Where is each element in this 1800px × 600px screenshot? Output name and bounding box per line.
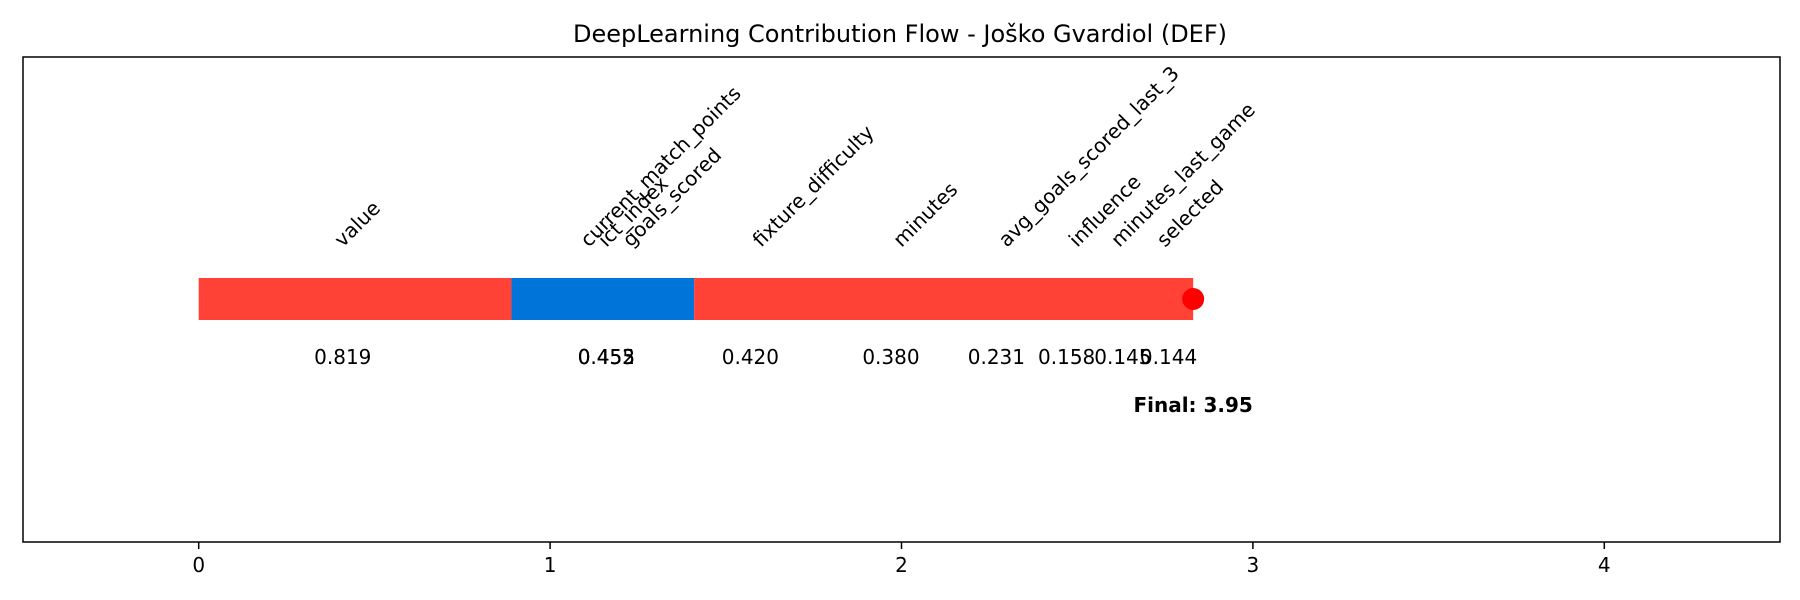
feature-label: value bbox=[329, 196, 385, 252]
x-tick-label: 3 bbox=[1247, 553, 1260, 577]
x-tick-label: 4 bbox=[1598, 553, 1611, 577]
value-label: 0.420 bbox=[722, 345, 779, 369]
value-label: 0.144 bbox=[1140, 345, 1197, 369]
x-tick-label: 2 bbox=[895, 553, 908, 577]
bar-segment-1 bbox=[511, 278, 695, 320]
final-value-label: Final: 3.95 bbox=[1133, 393, 1252, 417]
bar-segment-2 bbox=[694, 278, 1194, 320]
final-marker-layer bbox=[1182, 288, 1205, 310]
value-label: 0.452 bbox=[578, 345, 635, 369]
bar-segment-0 bbox=[198, 278, 512, 320]
x-tick-label: 1 bbox=[544, 553, 557, 577]
bar-segments bbox=[198, 278, 1194, 320]
feature-label: fixture_difficulty bbox=[748, 120, 879, 251]
value-label: 0.453 bbox=[578, 345, 635, 369]
value-label: 0.455 bbox=[578, 345, 635, 369]
x-tick-label: 0 bbox=[192, 553, 205, 577]
final-point-marker bbox=[1182, 288, 1205, 310]
feature-label: minutes bbox=[888, 177, 962, 251]
value-label: 0.158 bbox=[1038, 345, 1095, 369]
value-label: 0.819 bbox=[314, 345, 371, 369]
value-label: 0.145 bbox=[1094, 345, 1151, 369]
value-label: 0.231 bbox=[968, 345, 1025, 369]
value-label: 0.380 bbox=[862, 345, 919, 369]
x-axis: 0 1 2 3 4 bbox=[192, 542, 1611, 577]
chart-title: DeepLearning Contribution Flow - Joško G… bbox=[573, 20, 1227, 48]
feature-labels: value current_match_pointsgoals_scoredict… bbox=[329, 61, 1260, 251]
